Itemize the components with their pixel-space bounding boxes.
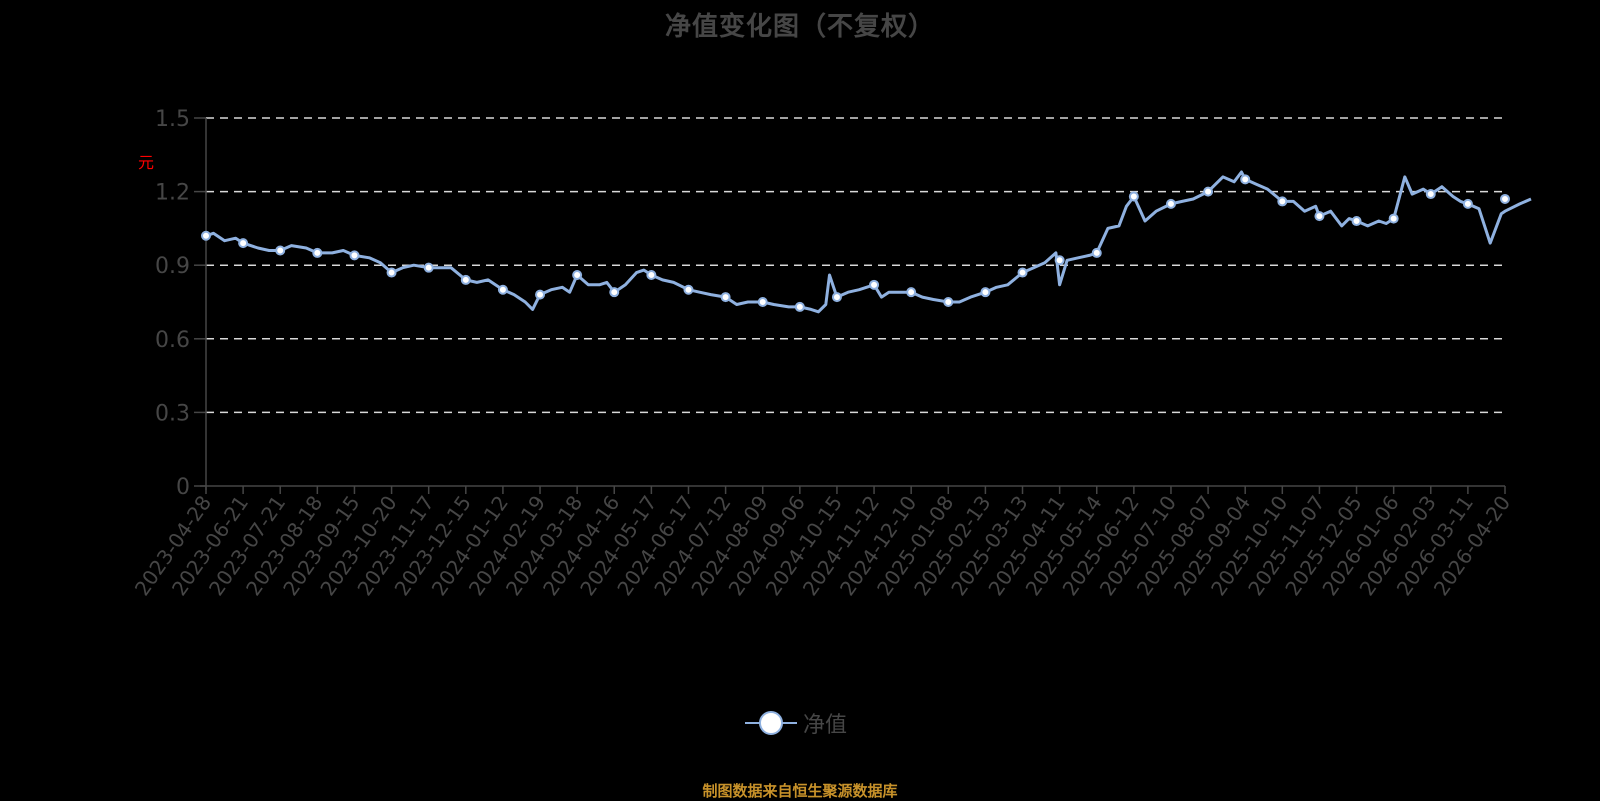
data-point[interactable] [1388,213,1399,224]
data-point[interactable] [1425,189,1436,200]
data-point[interactable] [1165,198,1176,209]
data-point[interactable] [1203,186,1214,197]
data-source-footer: 制图数据来自恒生聚源数据库 [702,782,898,800]
data-point[interactable] [572,270,583,281]
y-tick-label: 0 [176,475,190,500]
data-point[interactable] [1128,191,1139,202]
y-axis-unit-label: 元 [138,153,155,172]
data-point[interactable] [423,262,434,273]
legend-label: 净值 [803,713,848,738]
data-point[interactable] [535,289,546,300]
nav-series-line [205,170,1532,314]
data-point[interactable] [1240,174,1251,185]
data-point[interactable] [1091,247,1102,258]
data-point[interactable] [1017,267,1028,278]
y-tick-label: 0.6 [155,328,190,353]
data-point[interactable] [609,287,620,298]
data-point[interactable] [1462,198,1473,209]
data-point[interactable] [460,274,471,285]
data-point[interactable] [757,297,768,307]
y-tick-label: 0.9 [155,254,190,279]
data-point[interactable] [646,270,657,281]
data-point[interactable] [1351,216,1362,227]
data-point[interactable] [1500,193,1510,204]
data-point[interactable] [349,250,360,261]
data-point[interactable] [831,292,842,303]
data-point[interactable] [1054,255,1065,266]
data-point[interactable] [943,297,954,307]
data-point[interactable] [312,247,323,258]
data-point[interactable] [683,284,694,295]
data-point[interactable] [794,301,805,312]
y-tick-label: 0.3 [155,401,190,426]
data-point-markers [201,174,1510,312]
data-point[interactable] [386,267,397,278]
data-point[interactable] [201,230,211,241]
chart-title: 净值变化图（不复权） [664,12,935,42]
data-point[interactable] [1277,196,1288,207]
y-axis: 0 0.3 0.6 0.9 1.2 1.5 [155,107,207,500]
gridlines [206,117,1505,414]
data-point[interactable] [238,238,249,249]
data-point[interactable] [497,284,508,295]
data-point[interactable] [906,287,917,298]
data-point[interactable] [980,287,991,298]
y-tick-label: 1.5 [155,107,190,132]
y-tick-label: 1.2 [155,181,190,206]
legend-series-icon [745,708,797,738]
x-axis: 2023-04-282023-06-212023-07-212023-08-18… [130,485,1515,600]
data-point[interactable] [869,279,880,290]
legend[interactable]: 净值 [745,708,847,738]
data-point[interactable] [1314,211,1325,222]
data-point[interactable] [275,245,286,256]
data-point[interactable] [720,292,731,303]
